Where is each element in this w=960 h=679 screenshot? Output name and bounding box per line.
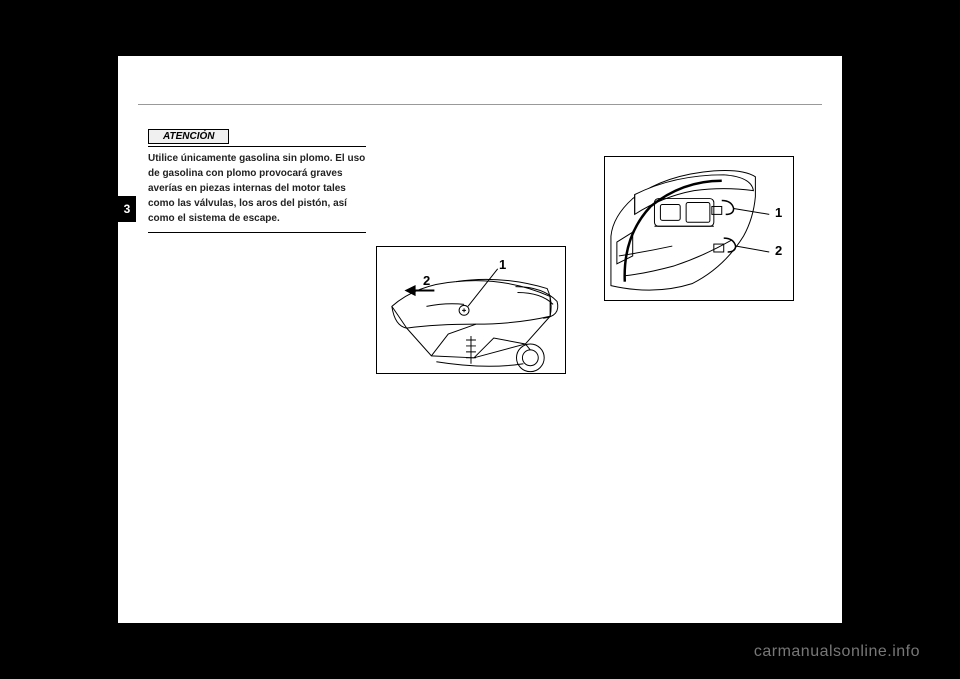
figure-seat-lock: 1 2 — [376, 246, 566, 374]
callout-2: 2 — [423, 273, 430, 288]
figure-seat-underside: 1 2 — [604, 156, 794, 301]
page: 3 ATENCIÓN Utilice únicamente gasolina s… — [118, 56, 842, 623]
callout-1: 1 — [499, 257, 506, 272]
atencion-label-box: ATENCIÓN — [148, 129, 229, 144]
watermark-text: carmanualsonline.info — [754, 643, 920, 660]
column-2: 1 2 — [376, 126, 594, 374]
atencion-bottom-rule — [148, 232, 366, 233]
seat-lock-illustration — [377, 247, 565, 374]
seat-underside-illustration — [605, 157, 793, 300]
callout-1: 1 — [775, 205, 782, 220]
column-3: 1 2 — [604, 126, 822, 301]
column-1: ATENCIÓN Utilice únicamente gasolina sin… — [148, 126, 366, 233]
chapter-number: 3 — [124, 202, 131, 216]
notice-text: Utilice únicamente gasolina sin plomo. E… — [148, 151, 366, 226]
callout-2: 2 — [775, 243, 782, 258]
chapter-tab: 3 — [118, 196, 136, 222]
watermark: carmanualsonline.info — [754, 643, 920, 661]
atencion-label: ATENCIÓN — [163, 131, 214, 142]
header-rule — [138, 104, 822, 105]
atencion-top-rule — [148, 146, 366, 147]
